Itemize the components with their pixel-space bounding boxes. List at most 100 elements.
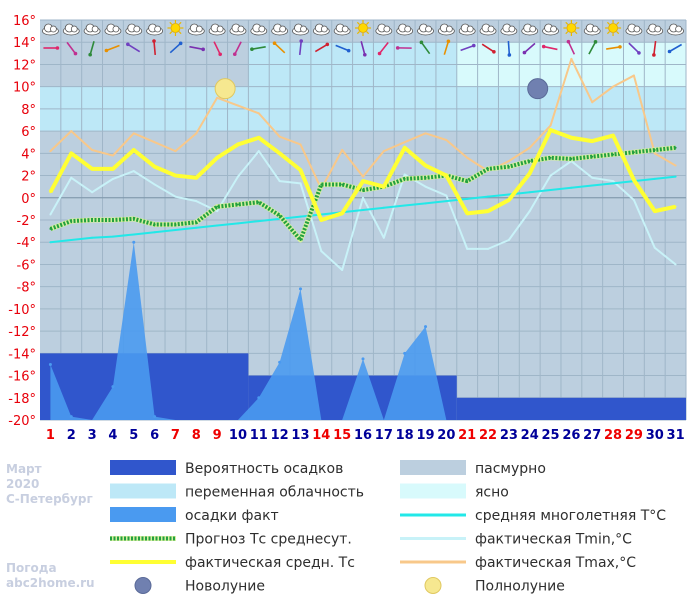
cloud-icon <box>83 23 101 36</box>
series-tmax-point <box>570 57 573 60</box>
series-tmax-point <box>70 130 73 133</box>
x-tick-label: 26 <box>562 428 580 443</box>
series-tmin-point <box>487 247 490 250</box>
sun-icon <box>355 20 371 36</box>
legend-label: средняя многолетняя T°C <box>475 508 666 524</box>
legend-label: Полнолуние <box>475 579 565 595</box>
series-forecast-point <box>299 239 302 241</box>
cloud-icon <box>250 23 268 36</box>
precip-fact-point <box>48 362 52 366</box>
series-fact_mean-point <box>653 210 656 213</box>
series-fact_mean-point <box>612 134 615 137</box>
wind-arrow-icon <box>377 41 389 56</box>
series-fact_mean-point <box>507 199 510 201</box>
series-norm-point <box>424 202 427 205</box>
month-label: Март <box>6 462 42 476</box>
series-forecast-point <box>632 151 635 154</box>
series-forecast-point <box>216 205 219 208</box>
series-norm-point <box>70 239 73 241</box>
series-fact_mean-point <box>487 210 490 213</box>
x-tick-label: 18 <box>396 428 414 443</box>
cloud-icon <box>208 23 226 36</box>
y-tick-label: -2° <box>17 214 36 229</box>
series-tmax-point <box>674 164 677 167</box>
legend-item: Прогноз Tс среднесут. <box>110 532 352 548</box>
x-tick-label: 20 <box>437 428 455 443</box>
x-tick-label: 1 <box>46 428 55 443</box>
x-tick-label: 24 <box>521 428 539 443</box>
wind-arrow-icon <box>606 45 622 50</box>
precip-fact-point <box>424 325 428 329</box>
series-tmax-point <box>653 152 656 155</box>
y-tick-label: 10° <box>13 81 36 96</box>
precip-fact-point <box>361 357 365 361</box>
x-tick-label: 3 <box>88 428 97 443</box>
x-tick-label: 25 <box>542 428 560 443</box>
x-tick-label: 30 <box>646 428 664 443</box>
series-fact_mean-point <box>528 172 531 175</box>
series-tmax-point <box>403 141 406 144</box>
series-fact_mean-point <box>341 212 344 215</box>
series-tmin-point <box>362 196 364 199</box>
series-norm-point <box>591 184 594 187</box>
series-norm-point <box>111 235 114 238</box>
y-tick-label: 6° <box>21 125 36 140</box>
series-tmax-point <box>236 104 239 107</box>
series-fact_mean-point <box>216 156 219 159</box>
series-norm-point <box>174 229 177 231</box>
cloud-icon <box>62 23 80 36</box>
series-fact_mean-point <box>111 167 114 170</box>
series-fact_mean-point <box>403 146 406 149</box>
series-tmin-point <box>320 250 323 253</box>
series-tmin-point <box>424 185 427 188</box>
series-forecast-point <box>341 183 344 186</box>
site-info: Погода abc2home.ru <box>6 561 95 591</box>
x-tick-label: 31 <box>667 428 685 443</box>
series-fact_mean-point <box>195 176 198 179</box>
series-forecast-point <box>487 167 490 170</box>
wind-arrow-icon <box>250 45 266 52</box>
series-norm-point <box>528 191 531 194</box>
wind-arrow-icon <box>652 40 657 57</box>
series-tmin-point <box>549 174 552 177</box>
series-fact_mean-point <box>132 149 135 151</box>
series-fact_mean-point <box>549 129 552 131</box>
precip-fact-area <box>50 242 676 420</box>
series-tmin-point <box>528 210 531 213</box>
legend-label: фактическая средн. Tс <box>185 555 355 571</box>
series-tmax-point <box>111 154 114 157</box>
series-norm-point <box>153 231 156 234</box>
sun-icon <box>605 20 622 36</box>
x-tick-label: 13 <box>291 428 309 443</box>
wind-arrow-icon <box>667 43 683 54</box>
y-tick-label: -20° <box>8 414 36 429</box>
weather-icon-rows <box>42 20 684 57</box>
y-tick-label: -12° <box>8 325 36 340</box>
new-moon-icon <box>527 78 549 100</box>
cloud-icon <box>646 23 664 36</box>
series-norm-point <box>91 236 94 239</box>
series-fact_mean-point <box>91 167 94 170</box>
site-line-2: abc2home.ru <box>6 576 95 590</box>
wind-arrow-icon <box>522 42 536 55</box>
series-forecast-point <box>528 160 531 163</box>
x-tick-label: 29 <box>625 428 643 443</box>
series-fact_mean-point <box>320 219 323 221</box>
series-norm-point <box>299 215 302 218</box>
cloud-icon <box>667 23 684 36</box>
series-forecast-point <box>570 157 573 160</box>
precip-fact-point <box>278 360 282 364</box>
wind-arrow-icon <box>298 39 304 56</box>
series-norm-point <box>216 224 219 227</box>
y-tick-label: 4° <box>21 147 36 162</box>
series-fact_mean-point <box>570 136 573 139</box>
legend-label: переменная облачность <box>185 485 364 501</box>
cloud-icon <box>292 23 309 36</box>
series-norm-point <box>362 209 364 211</box>
series-tmin-point <box>591 176 594 179</box>
series-norm-point <box>49 241 52 244</box>
wind-arrow-icon <box>541 44 558 51</box>
wind-arrow-icon <box>189 45 205 52</box>
series-tmin-point <box>299 182 302 185</box>
sun-icon <box>563 20 580 36</box>
